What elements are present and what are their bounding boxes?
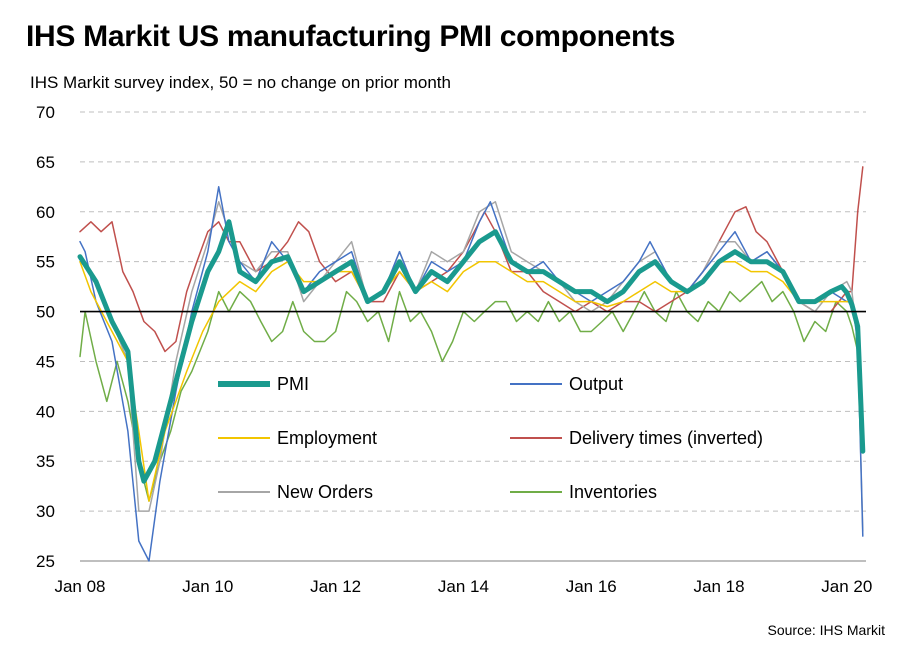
series-line-pmi [77, 219, 866, 484]
x-tick-label: Jan 14 [438, 577, 489, 596]
y-tick-label: 25 [36, 552, 55, 571]
y-tick-label: 50 [36, 303, 55, 322]
x-tick-label: Jan 08 [54, 577, 105, 596]
series-lines [77, 166, 866, 562]
legend-label: Output [569, 374, 623, 394]
y-tick-label: 30 [36, 502, 55, 521]
series-line-employment [79, 260, 864, 502]
y-tick-label: 65 [36, 153, 55, 172]
series-line-inventories [79, 280, 864, 502]
y-tick-label: 40 [36, 402, 55, 421]
x-tick-label: Jan 18 [694, 577, 745, 596]
y-tick-label: 55 [36, 253, 55, 272]
series-line-delivery-times-inverted [79, 166, 864, 353]
legend: PMI Output Employment Delivery times (inver… [218, 374, 763, 502]
legend-label: Delivery times (inverted) [569, 428, 763, 448]
x-tick-label: Jan 10 [182, 577, 233, 596]
legend-label: New Orders [277, 482, 373, 502]
series-line-output [79, 186, 864, 562]
legend-label: Employment [277, 428, 377, 448]
source-note: Source: IHS Markit [767, 622, 885, 638]
y-axis-ticks: 25 30 35 40 45 50 55 60 65 70 [36, 103, 55, 571]
x-tick-label: Jan 20 [821, 577, 872, 596]
y-tick-label: 70 [36, 103, 55, 122]
gridlines [80, 111, 866, 562]
y-tick-label: 35 [36, 452, 55, 471]
x-tick-label: Jan 16 [566, 577, 617, 596]
y-tick-label: 45 [36, 352, 55, 371]
legend-label: PMI [277, 374, 309, 394]
chart-title: IHS Markit US manufacturing PMI componen… [26, 20, 676, 53]
chart-subtitle: IHS Markit survey index, 50 = no change … [30, 73, 451, 92]
legend-label: Inventories [569, 482, 657, 502]
x-axis-ticks: Jan 08 Jan 10 Jan 12 Jan 14 Jan 16 Jan 18 Jan … [54, 577, 872, 596]
x-tick-label: Jan 12 [310, 577, 361, 596]
y-tick-label: 60 [36, 203, 55, 222]
